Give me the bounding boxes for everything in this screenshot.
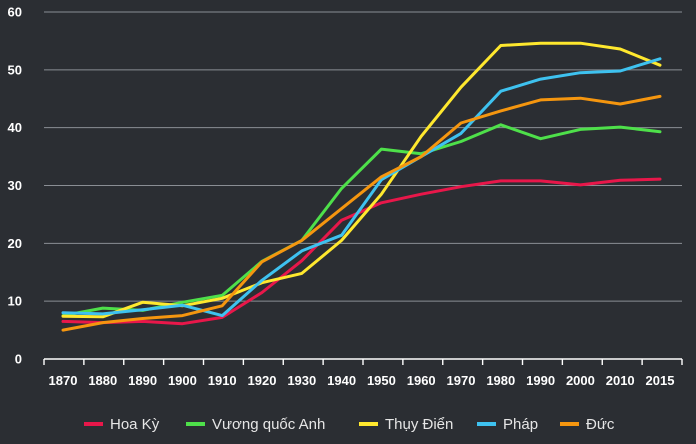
series-line <box>61 177 662 326</box>
y-axis-ticks: 0 10 20 30 40 50 60 <box>8 5 22 367</box>
x-tick-label: 2015 <box>646 373 675 388</box>
y-tick-label: 0 <box>15 352 22 367</box>
x-tick-label: 1930 <box>287 373 316 388</box>
x-tick-label: 1990 <box>526 373 555 388</box>
x-tick-label: 2010 <box>606 373 635 388</box>
series-line <box>61 94 662 332</box>
series-line <box>61 41 662 319</box>
x-tick-label: 1870 <box>49 373 78 388</box>
y-tick-label: 40 <box>8 120 22 135</box>
legend: Hoa Kỳ Vương quốc Anh Thụy Điển Pháp Đức <box>84 416 615 433</box>
x-tick-label: 1960 <box>407 373 436 388</box>
y-tick-label: 20 <box>8 236 22 251</box>
x-tick-label: 1880 <box>88 373 117 388</box>
y-tick-label: 60 <box>8 5 22 20</box>
x-tick-label: 1950 <box>367 373 396 388</box>
x-axis: 1870 1880 1890 1900 1910 1920 1930 1940 1950 1960… <box>43 358 683 388</box>
legend-label: Pháp <box>503 416 538 433</box>
legend-label: Đức <box>586 416 615 433</box>
x-tick-label: 1910 <box>208 373 237 388</box>
legend-label: Vương quốc Anh <box>212 416 325 433</box>
series-lines <box>61 41 662 332</box>
y-tick-label: 10 <box>8 294 22 309</box>
x-tick-label: 1920 <box>248 373 277 388</box>
y-tick-label: 50 <box>8 62 22 77</box>
x-tick-label: 2000 <box>566 373 595 388</box>
x-tick-label: 1980 <box>486 373 515 388</box>
series-line <box>61 123 662 318</box>
x-tick-label: 1900 <box>168 373 197 388</box>
y-tick-label: 30 <box>8 178 22 193</box>
x-tick-label: 1970 <box>447 373 476 388</box>
x-tick-label: 1940 <box>327 373 356 388</box>
legend-label: Hoa Kỳ <box>110 416 160 433</box>
grid-lines <box>44 11 682 302</box>
series-line <box>61 57 662 318</box>
x-tick-label: 1890 <box>128 373 157 388</box>
legend-label: Thụy Điển <box>385 416 453 433</box>
